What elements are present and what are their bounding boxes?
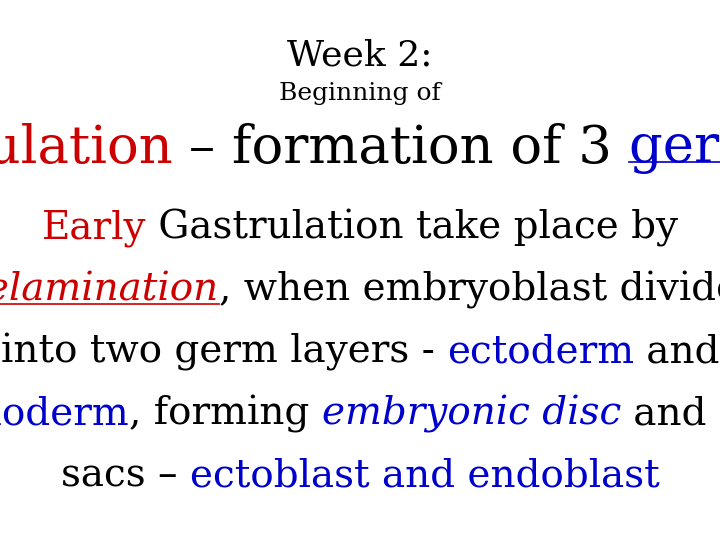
Text: delamination: delamination: [0, 272, 219, 308]
Text: and two: and two: [621, 395, 720, 433]
Text: Week 2:: Week 2:: [287, 38, 433, 72]
Text: endoderm: endoderm: [0, 395, 129, 433]
Text: ectoderm: ectoderm: [447, 334, 634, 370]
Text: Gastrulation: Gastrulation: [0, 123, 173, 173]
Text: into two germ layers -: into two germ layers -: [1, 333, 447, 371]
Text: Gastrulation take place by: Gastrulation take place by: [146, 209, 678, 247]
Text: and: and: [634, 334, 719, 370]
Text: germ layers: germ layers: [629, 122, 720, 174]
Text: – formation of 3: – formation of 3: [173, 123, 629, 173]
Text: Early: Early: [42, 210, 146, 247]
Text: Beginning of: Beginning of: [279, 82, 441, 105]
Text: ectoblast and endoblast: ectoblast and endoblast: [189, 457, 660, 495]
Text: sacs –: sacs –: [60, 457, 189, 495]
Text: , when embryoblast divides: , when embryoblast divides: [219, 271, 720, 309]
Text: , forming: , forming: [129, 395, 322, 433]
Text: embryonic disc: embryonic disc: [322, 395, 621, 433]
